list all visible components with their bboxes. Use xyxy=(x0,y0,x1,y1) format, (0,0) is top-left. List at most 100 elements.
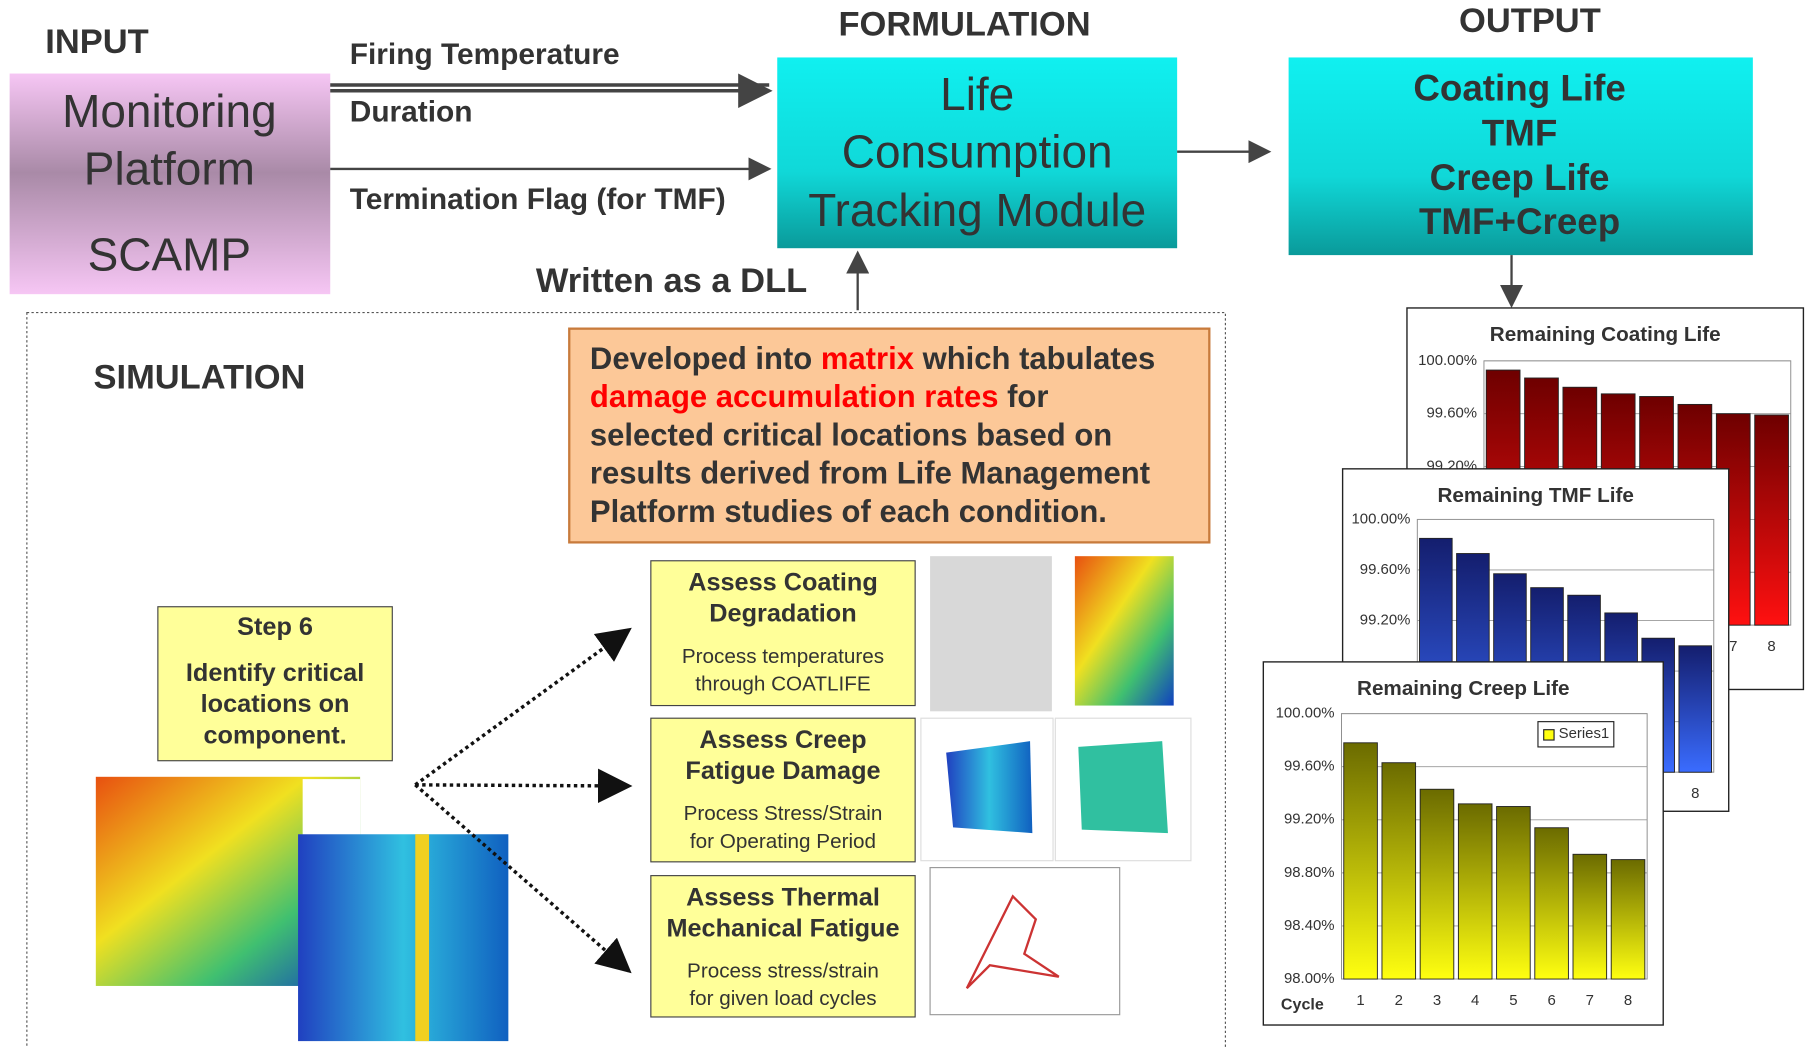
dotted-arrow xyxy=(415,630,629,785)
y-tick-label: 100.00% xyxy=(1418,352,1477,369)
bar xyxy=(1382,763,1416,979)
y-tick-label: 99.60% xyxy=(1360,561,1411,578)
assessment-title: Mechanical Fatigue xyxy=(666,914,899,942)
input-header: INPUT xyxy=(45,23,148,61)
bar xyxy=(1573,854,1607,979)
blade-contour xyxy=(946,741,1032,833)
note-text: Developed into xyxy=(590,341,821,376)
input-line: Platform xyxy=(84,143,255,195)
bar xyxy=(1344,743,1378,979)
y-tick-label: 98.40% xyxy=(1284,917,1335,934)
x-tick-label: 6 xyxy=(1547,992,1555,1009)
bar xyxy=(1420,789,1454,979)
assessment-detail: Process Stress/Strain xyxy=(684,802,883,825)
bar xyxy=(1497,807,1531,980)
note-text: which tabulates xyxy=(914,341,1155,376)
assessment-detail: Process stress/strain xyxy=(687,960,879,983)
assessment-detail: Process temperatures xyxy=(682,645,884,668)
bar xyxy=(1755,415,1789,625)
note-text: Platform studies of each condition. xyxy=(590,494,1107,529)
assessments: Assess Coating Degradation Process tempera… xyxy=(651,561,915,1017)
step-line: Identify critical xyxy=(186,659,364,687)
y-tick-label: 99.60% xyxy=(1284,758,1335,775)
matrix-note-line: Platform studies of each condition. xyxy=(590,494,1107,529)
step-title: Step 6 xyxy=(237,613,313,641)
x-tick-label: 8 xyxy=(1624,992,1632,1009)
y-tick-label: 100.00% xyxy=(1276,705,1335,722)
matrix-note: Developed into matrix which tabulatesdam… xyxy=(590,341,1155,529)
bar-chart: Remaining Creep Life 98.00% 98.40% 98.80% 99… xyxy=(1263,662,1663,1025)
y-tick-label: 99.20% xyxy=(1360,611,1411,628)
x-tick-label: 1 xyxy=(1356,992,1364,1009)
simulation-header: SIMULATION xyxy=(94,358,306,396)
input-line: Monitoring xyxy=(62,85,277,137)
highlight-text: matrix xyxy=(821,341,915,376)
formulation-line: Tracking Module xyxy=(808,184,1146,236)
dotted-arrow xyxy=(415,785,629,786)
assessment-detail: through COATLIFE xyxy=(695,672,870,695)
contour-detail xyxy=(415,834,429,1041)
bar xyxy=(1679,646,1712,772)
output-line: TMF+Creep xyxy=(1419,201,1620,242)
signal-label: Duration xyxy=(350,96,473,129)
page: { "input": {"header": "INPUT", "box_line… xyxy=(0,0,1805,1048)
contour-image xyxy=(298,834,508,1041)
assessment-title: Assess Coating xyxy=(688,568,878,596)
matrix-note-line: results derived from Life Management xyxy=(590,456,1150,491)
blade-contour xyxy=(1078,741,1168,833)
x-tick-label: 8 xyxy=(1691,785,1699,802)
legend-label: Series1 xyxy=(1559,725,1610,742)
formulation-line: Consumption xyxy=(842,125,1113,177)
signal-label: Firing Temperature xyxy=(350,38,620,71)
output-charts: Remaining Coating Life 98.00% 98.40% 98.80%… xyxy=(1263,308,1803,1025)
y-tick-label: 99.60% xyxy=(1426,405,1477,422)
output-line: Coating Life xyxy=(1413,67,1625,108)
y-tick-label: 99.20% xyxy=(1284,811,1335,828)
output-line: Creep Life xyxy=(1430,157,1610,198)
legend-swatch xyxy=(1544,730,1554,740)
diagram: INPUT Monitoring Platform SCAMP Firing T… xyxy=(0,0,1805,1048)
step-line: component. xyxy=(203,721,346,749)
formulation-line: Life xyxy=(940,68,1014,120)
chart-title: Remaining Creep Life xyxy=(1357,677,1570,700)
output-line: TMF xyxy=(1482,112,1558,153)
y-tick-label: 98.80% xyxy=(1284,864,1335,881)
input-line: SCAMP xyxy=(88,229,251,281)
step-line: locations on xyxy=(201,690,350,718)
note-text: selected critical locations based on xyxy=(590,418,1112,453)
chart-title: Remaining Coating Life xyxy=(1490,323,1721,346)
blade-photo xyxy=(930,556,1052,711)
note-text: for xyxy=(998,379,1048,414)
assessment-detail: for Operating Period xyxy=(690,830,876,853)
assessment-detail: for given load cycles xyxy=(689,987,876,1010)
bar xyxy=(1458,804,1492,979)
y-tick-label: 100.00% xyxy=(1351,510,1410,527)
highlight-text: damage accumulation rates xyxy=(590,379,999,414)
note-text: results derived from Life Management xyxy=(590,456,1150,491)
x-tick-label: 3 xyxy=(1433,992,1441,1009)
loop-diagram xyxy=(930,868,1120,1015)
bar xyxy=(1611,860,1645,979)
assessment-title: Degradation xyxy=(709,599,856,627)
y-tick-label: 98.00% xyxy=(1284,970,1335,987)
x-tick-label: 7 xyxy=(1586,992,1594,1009)
matrix-note-line: selected critical locations based on xyxy=(590,418,1112,453)
x-tick-label: 7 xyxy=(1729,638,1737,655)
assessment-title: Fatigue Damage xyxy=(685,757,880,785)
x-axis-label: Cycle xyxy=(1281,996,1324,1014)
blade-contour xyxy=(1075,556,1174,705)
signal-label: Termination Flag (for TMF) xyxy=(350,183,726,216)
matrix-note-line: damage accumulation rates for xyxy=(590,379,1048,414)
assessment-title: Assess Creep xyxy=(699,726,866,754)
x-tick-label: 4 xyxy=(1471,992,1479,1009)
x-tick-label: 8 xyxy=(1767,638,1775,655)
x-tick-label: 5 xyxy=(1509,992,1517,1009)
formulation-header: FORMULATION xyxy=(839,6,1091,44)
bar xyxy=(1535,828,1569,979)
assessment-title: Assess Thermal xyxy=(686,883,880,911)
chart-title: Remaining TMF Life xyxy=(1437,484,1633,507)
x-tick-label: 2 xyxy=(1395,992,1403,1009)
matrix-note-line: Developed into matrix which tabulates xyxy=(590,341,1155,376)
output-header: OUTPUT xyxy=(1459,2,1601,40)
dll-note: Written as a DLL xyxy=(536,262,807,300)
